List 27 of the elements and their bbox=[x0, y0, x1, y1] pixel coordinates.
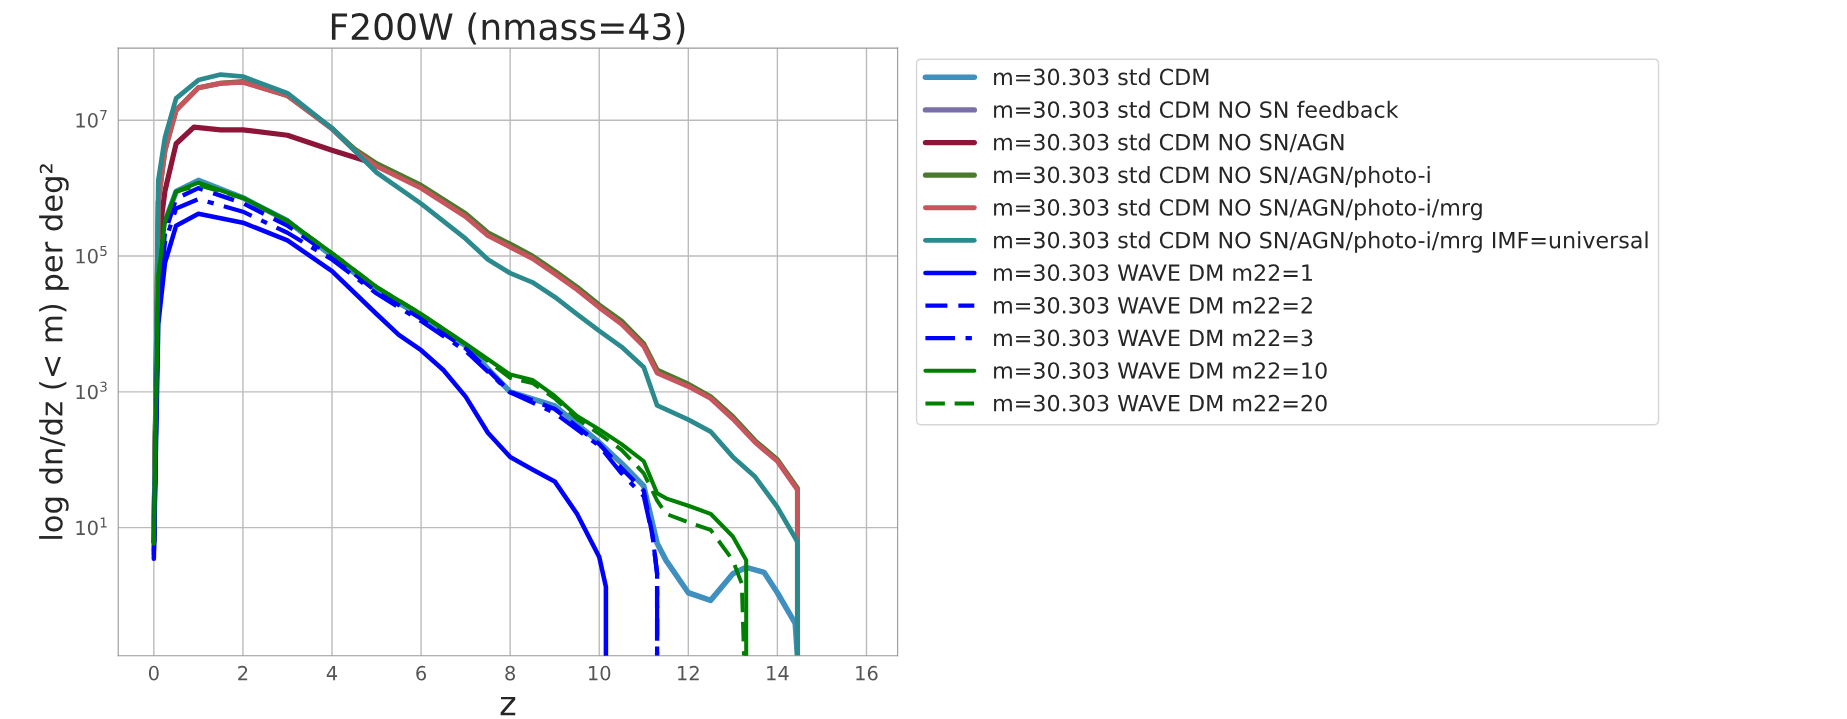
y-tick-label: 10$^{7}$ bbox=[76, 110, 107, 128]
chart-title: F200W (nmass=43) bbox=[331, 12, 685, 45]
y-tick-label: 10$^{5}$ bbox=[76, 245, 107, 264]
x-tick-label: 16 bbox=[856, 665, 878, 681]
legend-label: m=30.303 std CDM NO SN/AGN/photo-i/mrg IMF=universal bbox=[994, 231, 1648, 253]
x-axis-title: z bbox=[500, 696, 516, 716]
legend-label: m=30.303 WAVE DM m22=20 bbox=[994, 394, 1327, 412]
x-tick-label: 6 bbox=[416, 665, 427, 681]
legend-label: m=30.303 WAVE DM m22=10 bbox=[994, 362, 1327, 379]
x-tick-label: 0 bbox=[148, 665, 159, 681]
x-tick-label: 10 bbox=[588, 665, 611, 681]
legend-label: m=30.303 WAVE DM m22=2 bbox=[994, 296, 1312, 314]
y-tick-label: 10$^{1}$ bbox=[76, 517, 107, 536]
legend-label: m=30.303 std CDM NO SN/AGN bbox=[994, 133, 1344, 153]
x-tick-label: 14 bbox=[767, 666, 789, 681]
legend-label: m=30.303 std CDM NO SN/AGN/photo-i bbox=[994, 166, 1430, 188]
legend-label: m=30.303 WAVE DM m22=3 bbox=[994, 329, 1313, 347]
legend-label: m=30.303 WAVE DM m22=1 bbox=[994, 264, 1313, 282]
legend-label: m=30.303 std CDM NO SN/AGN/photo-i/mrg bbox=[994, 198, 1482, 221]
y-axis-title: log dn/dz (< m) per deg² bbox=[39, 164, 69, 539]
x-tick-label: 2 bbox=[238, 665, 248, 681]
y-tick-label: 10$^{3}$ bbox=[76, 381, 107, 400]
legend-label: m=30.303 std CDM bbox=[994, 68, 1209, 86]
x-tick-label: 12 bbox=[678, 665, 699, 681]
legend-label: m=30.303 std CDM NO SN feedback bbox=[994, 100, 1399, 118]
x-tick-label: 8 bbox=[505, 665, 516, 681]
x-tick-label: 4 bbox=[326, 666, 338, 681]
